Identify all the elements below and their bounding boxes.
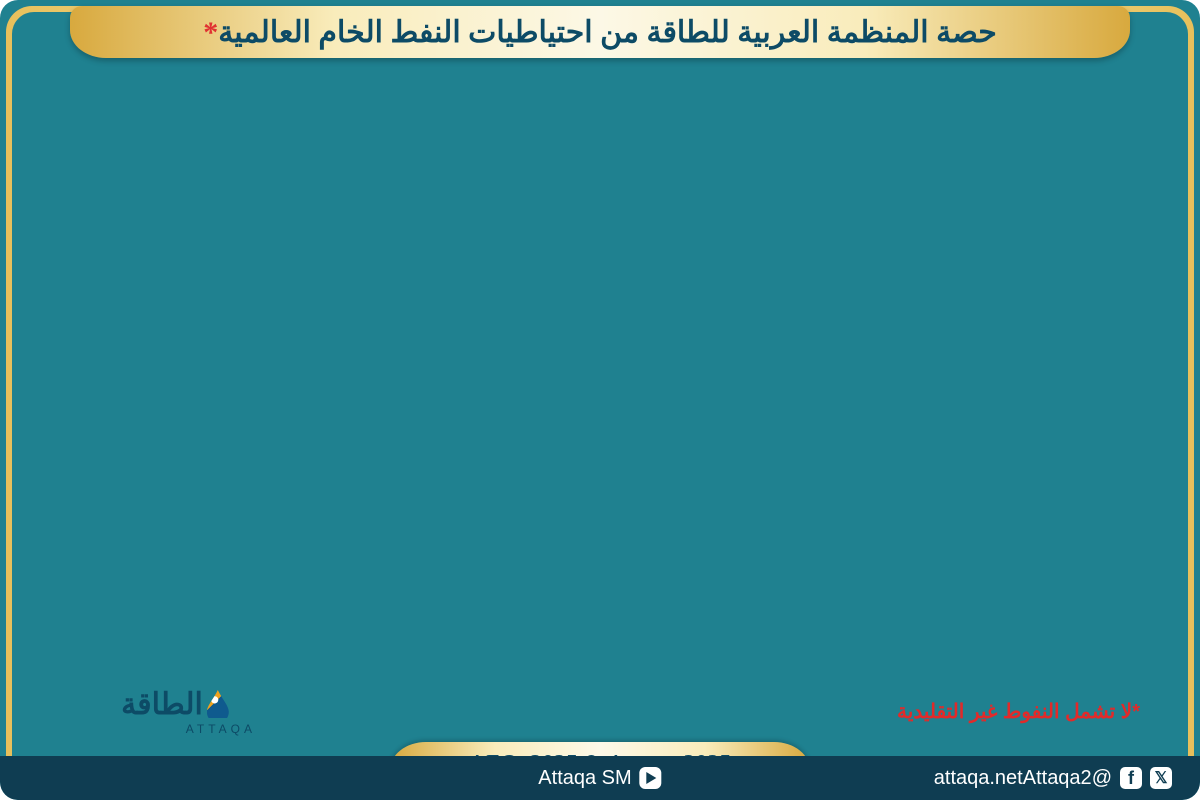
facebook-icon [1120, 767, 1142, 789]
brand-latin: ATTAQA [90, 722, 260, 736]
title-asterisk: * [203, 16, 218, 49]
footer-site: attaqa.net [934, 767, 1023, 790]
site-url: attaqa.net [934, 767, 1023, 790]
card-inner [12, 12, 1188, 788]
twitter-handle: @Attaqa2 [1023, 767, 1112, 790]
infographic-card: حصة المنظمة العربية للطاقة من احتياطيات … [0, 0, 1200, 800]
footnote: *لا تشمل النفوط غير التقليدية [897, 699, 1140, 724]
brand-drop-icon [207, 690, 229, 718]
title-text: حصة المنظمة العربية للطاقة من احتياطيات … [203, 15, 997, 50]
youtube-handle: Attaqa SM [538, 767, 631, 790]
title-main: حصة المنظمة العربية للطاقة من احتياطيات … [218, 16, 997, 49]
x-icon [1150, 767, 1172, 789]
title-bar: حصة المنظمة العربية للطاقة من احتياطيات … [70, 6, 1130, 58]
footer-social-left: @Attaqa2 [1023, 767, 1172, 790]
footer-social-mid: Attaqa SM [538, 767, 661, 790]
footer-bar: @Attaqa2 Attaqa SM attaqa.net [0, 756, 1200, 800]
brand-logo: الطاقة ATTAQA [90, 687, 260, 736]
youtube-icon [640, 767, 662, 789]
brand-arabic: الطاقة [121, 688, 203, 721]
